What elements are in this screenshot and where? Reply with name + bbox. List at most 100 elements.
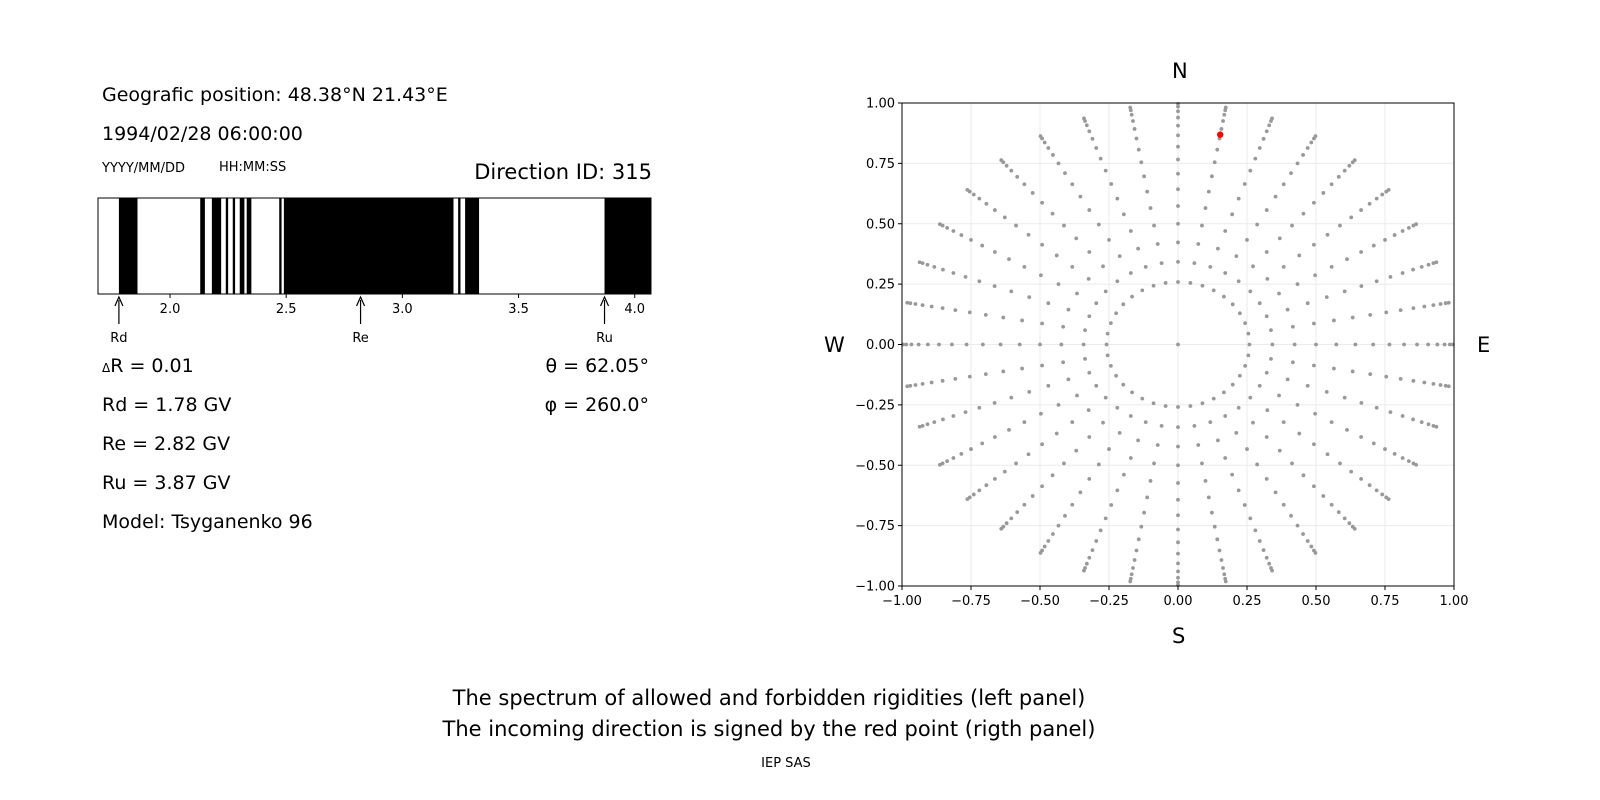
direction-point	[1313, 273, 1317, 278]
direction-point	[1121, 302, 1126, 307]
direction-point	[1176, 115, 1180, 120]
direction-point	[1203, 479, 1208, 483]
direction-point	[1017, 342, 1022, 347]
direction-point	[1219, 127, 1224, 131]
direction-point	[1270, 342, 1275, 347]
direction-point	[1267, 561, 1272, 566]
direction-point	[1050, 473, 1055, 478]
direction-point	[1061, 360, 1066, 365]
direction-point	[1374, 279, 1379, 284]
direction-point	[1098, 528, 1103, 533]
direction-point	[1215, 537, 1220, 542]
datetime: 1994/02/28 06:00:00	[102, 123, 303, 145]
direction-point	[1345, 257, 1349, 262]
date-format-label: YYYY/MM/DD	[102, 161, 185, 176]
direction-point	[1371, 342, 1376, 347]
direction-point	[1066, 307, 1071, 312]
direction-point	[1115, 279, 1120, 284]
direction-point	[1051, 153, 1055, 157]
direction-point	[1130, 390, 1134, 395]
marker-arrowhead-ru	[599, 295, 610, 307]
direction-point	[1242, 182, 1247, 186]
spectrum-tick-label: 2.0	[160, 302, 181, 317]
direction-point	[917, 424, 922, 429]
direction-point	[1001, 369, 1006, 374]
direction-point	[1443, 301, 1448, 306]
direction-point	[1265, 408, 1270, 413]
direction-point	[1392, 452, 1397, 456]
direction-point	[1087, 477, 1092, 481]
direction-point	[1334, 342, 1339, 347]
time-format-label: HH:MM:SS	[219, 160, 287, 175]
direction-point	[1176, 561, 1180, 566]
direction-point	[1040, 321, 1044, 326]
direction-point	[1117, 254, 1122, 259]
direction-point	[1443, 383, 1448, 388]
direction-point	[1290, 223, 1294, 228]
direction-point	[1046, 539, 1051, 543]
direction-point	[1312, 442, 1316, 447]
direction-point	[1215, 147, 1220, 152]
direction-point	[971, 192, 976, 197]
direction-point	[1265, 276, 1270, 281]
direction-point	[1002, 215, 1007, 220]
direction-point	[1269, 356, 1273, 361]
direction-point	[1257, 146, 1262, 150]
direction-point	[1136, 537, 1141, 542]
direction-point	[1131, 119, 1135, 123]
direction-point	[1192, 261, 1197, 266]
direction-point	[1087, 250, 1092, 254]
direction-point	[1063, 171, 1067, 176]
direction-point	[1270, 116, 1274, 121]
direction-point	[1014, 223, 1018, 228]
direction-point	[1277, 236, 1282, 241]
direction-point	[1094, 383, 1099, 388]
direction-point	[1230, 212, 1235, 217]
direction-point	[1324, 389, 1329, 394]
direction-point	[1094, 146, 1099, 150]
direction-point	[1027, 389, 1032, 394]
direction-point	[1103, 395, 1108, 400]
direction-point	[1345, 427, 1349, 432]
direction-point	[908, 301, 913, 306]
direction-point	[1414, 222, 1419, 227]
direction-point	[965, 187, 970, 192]
direction-point	[1107, 238, 1111, 242]
direction-point	[1264, 370, 1269, 375]
direction-point	[1176, 444, 1180, 449]
direction-point	[1325, 452, 1330, 457]
direction-point	[1301, 473, 1306, 478]
direction-point	[1062, 223, 1066, 228]
direction-point	[1359, 435, 1364, 439]
direction-point	[959, 452, 964, 456]
direction-point	[1128, 414, 1133, 418]
direction-point	[1176, 513, 1180, 518]
direction-point	[1159, 423, 1164, 428]
direction-point	[1431, 382, 1436, 386]
direction-point	[1132, 558, 1137, 562]
direction-point	[1434, 260, 1439, 265]
direction-point	[1290, 324, 1295, 329]
direction-point	[1264, 555, 1269, 560]
marker-label-rd: Rd	[110, 331, 127, 346]
direction-point	[1264, 477, 1269, 481]
direction-point	[1101, 420, 1105, 425]
direction-point	[1384, 374, 1389, 379]
x-tick-label: −1.00	[882, 594, 922, 609]
spectrum-tick-label: 3.0	[392, 302, 413, 317]
direction-point	[1176, 221, 1180, 226]
direction-point	[1312, 363, 1316, 368]
direction-point	[1415, 342, 1419, 347]
direction-point	[967, 310, 972, 315]
direction-point	[998, 342, 1003, 347]
direction-point	[1234, 430, 1239, 435]
direction-point	[1074, 236, 1079, 241]
forbidden-band	[200, 198, 205, 294]
direction-point	[1446, 384, 1451, 389]
direction-point	[1145, 495, 1150, 500]
y-tick-label: 0.25	[866, 278, 895, 293]
direction-point	[1347, 521, 1352, 526]
direction-point	[1347, 163, 1352, 168]
north-label: N	[1172, 59, 1188, 83]
direction-point	[1022, 264, 1027, 269]
